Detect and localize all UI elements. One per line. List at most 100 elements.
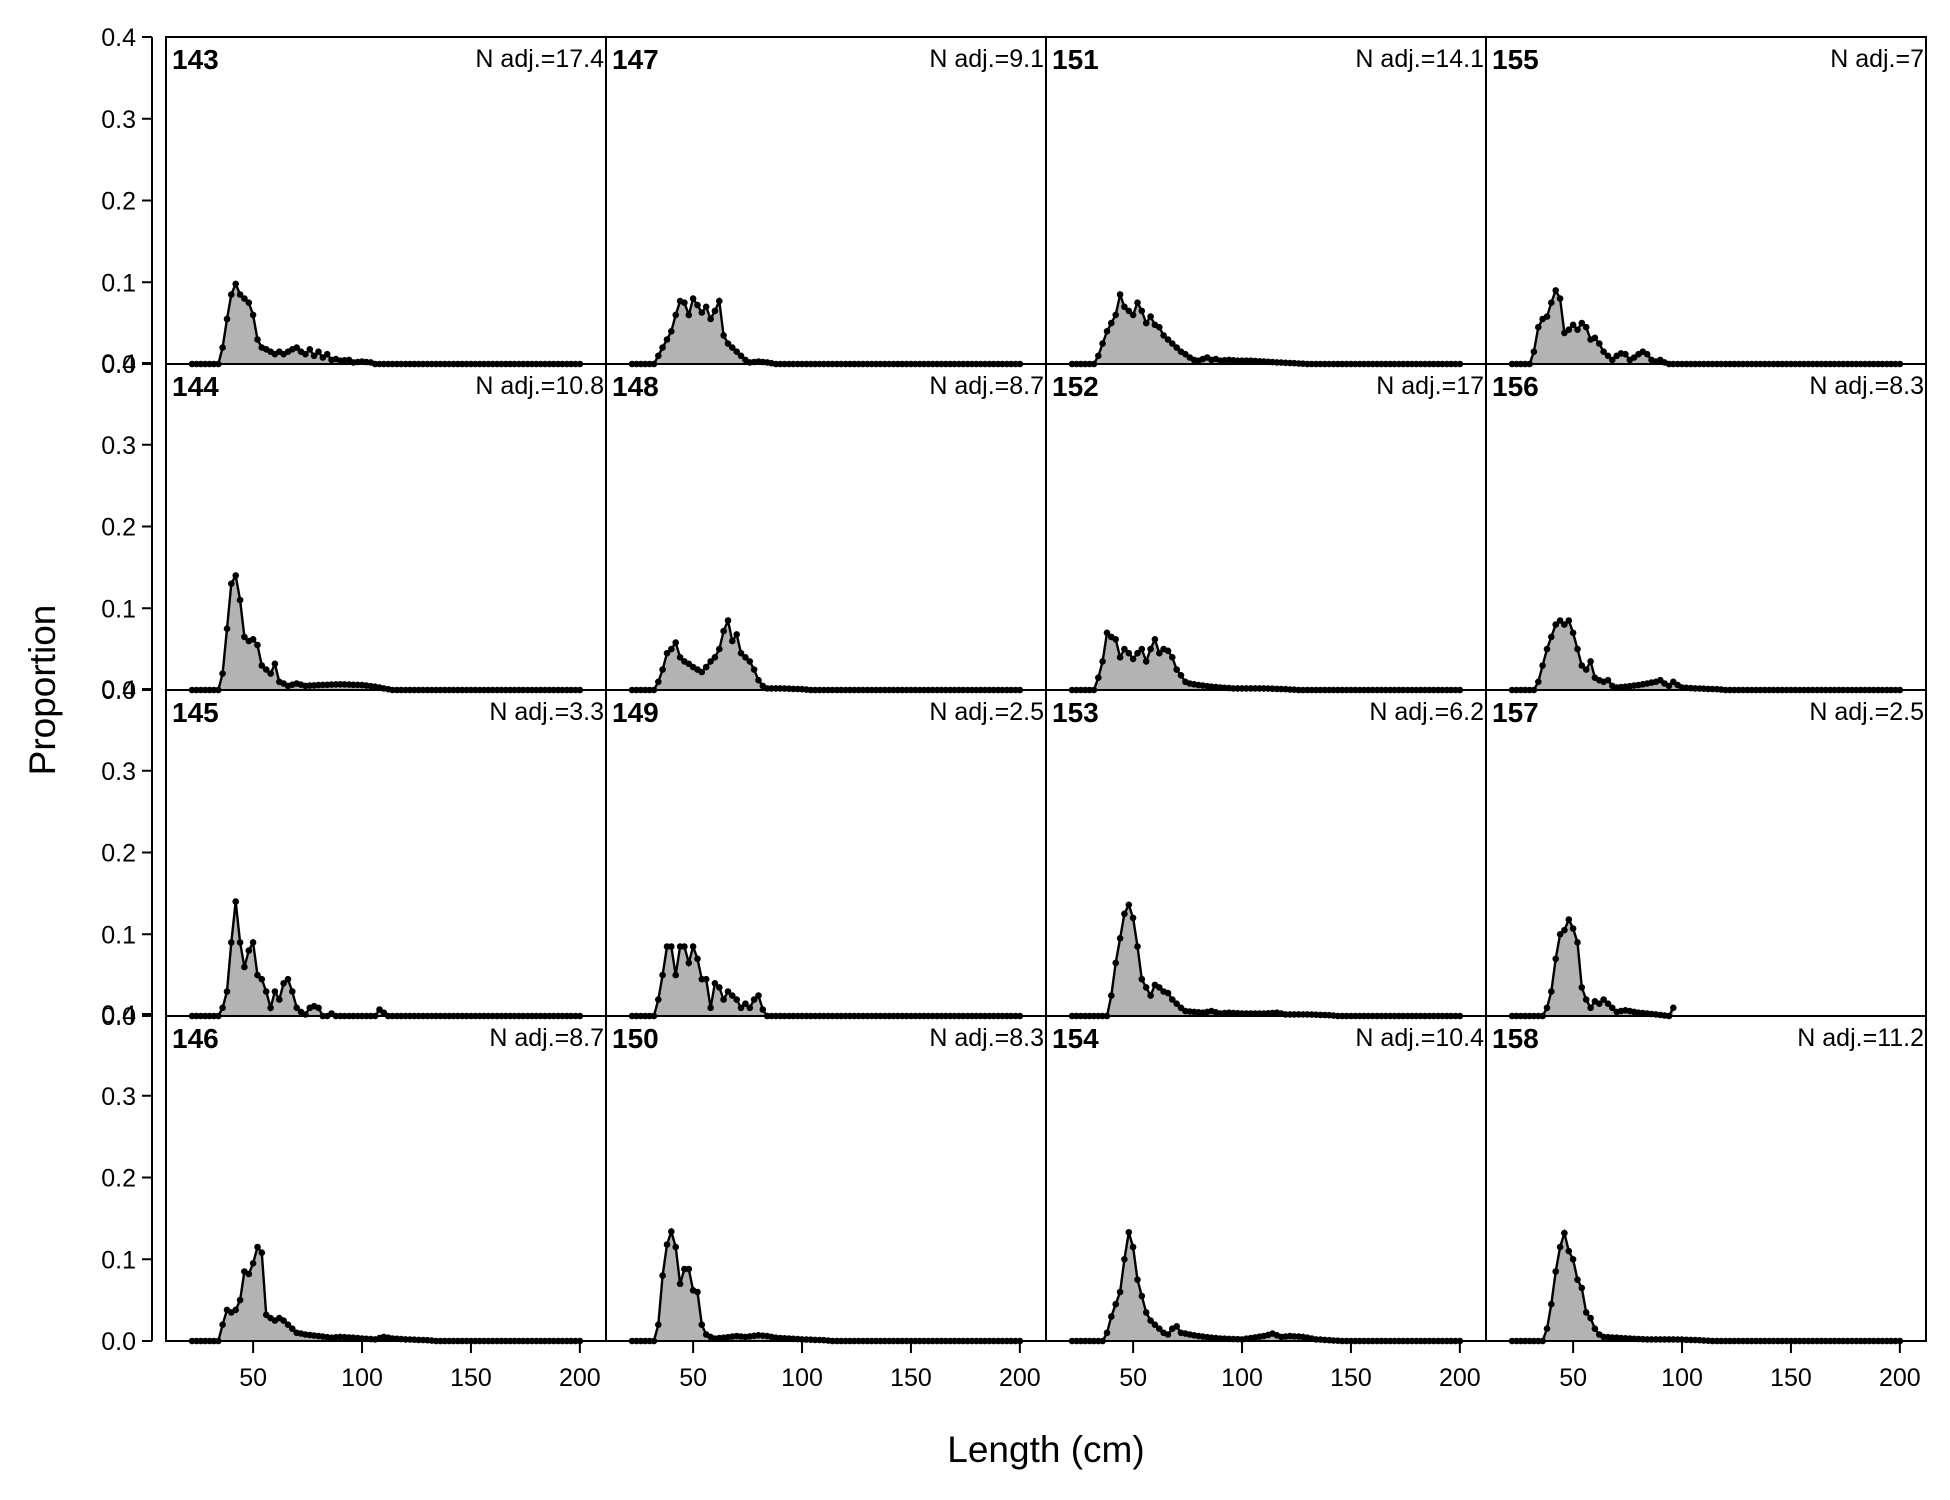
panel-id-label: 153 bbox=[1052, 697, 1099, 728]
data-point bbox=[236, 596, 244, 604]
data-point bbox=[1552, 287, 1559, 294]
panel-id-label: 158 bbox=[1492, 1023, 1539, 1054]
data-point bbox=[1574, 326, 1581, 334]
data-point bbox=[1116, 1288, 1124, 1296]
panel-id-label: 150 bbox=[612, 1023, 659, 1054]
data-point bbox=[1574, 939, 1581, 946]
y-tick-label: 0.4 bbox=[101, 350, 136, 378]
x-tick-label: 200 bbox=[1439, 1364, 1481, 1392]
data-point bbox=[698, 668, 706, 676]
data-point bbox=[676, 654, 684, 661]
data-point bbox=[724, 617, 732, 624]
data-point bbox=[724, 340, 732, 347]
panel-n-label: N adj.=11.2 bbox=[1797, 1024, 1924, 1052]
data-point bbox=[689, 943, 697, 950]
panel-area-143 bbox=[192, 283, 580, 364]
data-point bbox=[655, 996, 662, 1003]
data-point bbox=[284, 1321, 292, 1328]
data-point bbox=[1578, 984, 1586, 991]
panel-id-label: 152 bbox=[1052, 371, 1099, 402]
data-point bbox=[1609, 356, 1616, 364]
data-point bbox=[1147, 992, 1154, 999]
data-point bbox=[685, 1265, 693, 1273]
data-point bbox=[1582, 1309, 1590, 1316]
data-point bbox=[258, 1249, 266, 1256]
data-point bbox=[1147, 1317, 1154, 1324]
panels-layer: 143 N adj.=17.4 144 N adj.=10.8 145 N adj.=3.… bbox=[172, 44, 1924, 1345]
data-point bbox=[1600, 348, 1607, 356]
panel-area-152 bbox=[1072, 632, 1460, 690]
x-tick-label: 150 bbox=[890, 1364, 932, 1392]
data-point bbox=[289, 1325, 296, 1332]
data-point bbox=[1543, 313, 1551, 320]
data-point bbox=[711, 307, 719, 315]
data-point bbox=[755, 676, 762, 684]
data-point bbox=[746, 1004, 754, 1012]
panel-n-label: N adj.=10.4 bbox=[1355, 1024, 1484, 1052]
panel-n-label: N adj.=8.7 bbox=[929, 372, 1044, 400]
x-tick-label: 100 bbox=[1221, 1364, 1263, 1392]
data-point bbox=[1556, 931, 1564, 938]
data-point bbox=[1670, 1004, 1677, 1012]
data-point bbox=[1587, 658, 1594, 665]
data-point bbox=[1582, 996, 1590, 1003]
data-point bbox=[1548, 299, 1555, 307]
data-point bbox=[249, 939, 257, 946]
data-point bbox=[1108, 1313, 1115, 1320]
x-tick-label: 200 bbox=[1879, 1364, 1921, 1392]
data-point bbox=[1578, 662, 1586, 669]
x-tick-label: 150 bbox=[1330, 1364, 1372, 1392]
data-point bbox=[232, 572, 239, 579]
data-point bbox=[1121, 1256, 1128, 1263]
data-point bbox=[694, 1288, 701, 1296]
data-point bbox=[1116, 935, 1124, 942]
data-point bbox=[1565, 326, 1573, 334]
data-point bbox=[267, 1004, 274, 1012]
data-point bbox=[1552, 1268, 1559, 1275]
x-tick-label: 50 bbox=[679, 1364, 707, 1392]
data-point bbox=[1600, 996, 1607, 1003]
data-point bbox=[702, 975, 710, 983]
y-tick-label: 0.1 bbox=[101, 921, 136, 949]
data-point bbox=[1116, 654, 1124, 661]
panel-id-label: 155 bbox=[1492, 44, 1539, 75]
data-point bbox=[254, 336, 261, 343]
data-point bbox=[1565, 916, 1573, 923]
data-point bbox=[323, 350, 331, 358]
data-point bbox=[681, 299, 688, 307]
x-tick-label: 50 bbox=[1559, 1364, 1587, 1392]
data-point bbox=[245, 299, 253, 307]
data-point bbox=[707, 315, 714, 323]
data-point bbox=[236, 939, 244, 946]
panel-id-label: 151 bbox=[1052, 44, 1099, 75]
data-point bbox=[750, 996, 758, 1003]
data-point bbox=[1164, 647, 1172, 655]
data-point bbox=[302, 350, 309, 358]
data-point bbox=[733, 348, 740, 356]
data-point bbox=[1569, 321, 1577, 329]
x-tick-label: 100 bbox=[341, 1364, 383, 1392]
data-point bbox=[1173, 1000, 1180, 1007]
data-point bbox=[707, 658, 714, 665]
x-axis-title: Length (cm) bbox=[947, 1429, 1144, 1470]
data-point bbox=[685, 311, 693, 319]
data-point bbox=[1569, 925, 1577, 932]
data-point bbox=[1609, 1004, 1616, 1012]
panel-area-150 bbox=[632, 1231, 1020, 1341]
data-point bbox=[720, 332, 727, 339]
data-point bbox=[1530, 348, 1538, 356]
data-point bbox=[306, 346, 314, 353]
data-point bbox=[1552, 621, 1559, 628]
panel-146: 146 N adj.=8.7 bbox=[172, 1023, 604, 1345]
data-point bbox=[1548, 633, 1555, 641]
data-point bbox=[1156, 323, 1163, 331]
data-point bbox=[1129, 914, 1137, 922]
data-point bbox=[267, 670, 274, 677]
data-point bbox=[1604, 1000, 1612, 1007]
data-point bbox=[1591, 1325, 1599, 1332]
data-point bbox=[729, 637, 736, 645]
data-point bbox=[659, 666, 666, 673]
data-point bbox=[254, 1243, 261, 1251]
data-point bbox=[1103, 1329, 1111, 1337]
